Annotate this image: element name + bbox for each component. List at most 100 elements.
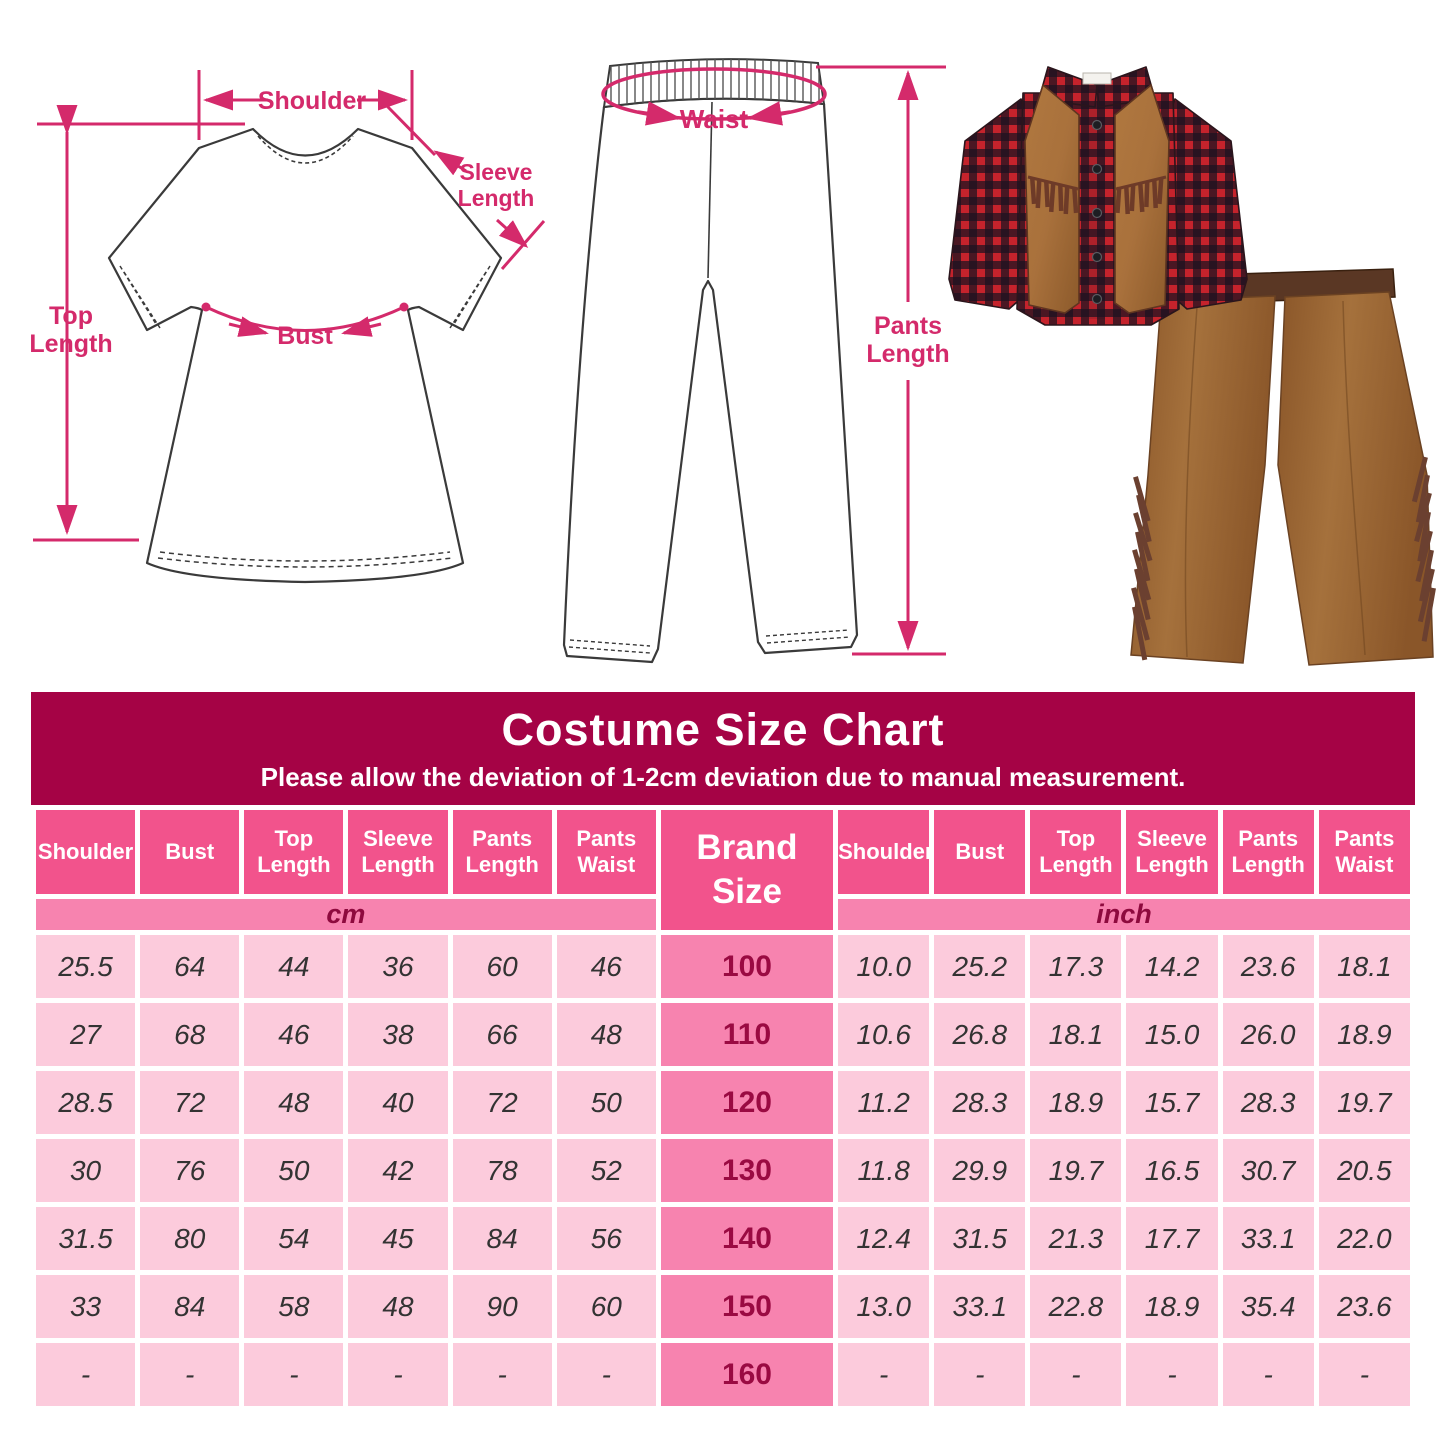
cm-value-cell: 31.5 [36, 1207, 136, 1270]
waist-arrow-left [637, 101, 682, 126]
inch-value-cell: 33.1 [934, 1275, 1026, 1338]
inch-value-cell: 30.7 [1222, 1139, 1314, 1202]
size-row: - - - - - -160- - - - - - [36, 1343, 1410, 1406]
cm-value-cell: 30 [36, 1139, 136, 1202]
cm-value-cell: 60 [452, 935, 552, 998]
bust-arc [205, 305, 405, 332]
size-row: 27 68 46 38 66 48 110 10.6 26.8 18.1 15.0 26.0 18.9 [36, 1003, 1410, 1066]
brand-size-cell: 160 [660, 1343, 834, 1406]
column-header-top-length-inch: Top Length [1030, 810, 1122, 894]
size-row: 30 76 50 42 78 52 130 11.8 29.9 19.7 16.5 30.7 20.5 [36, 1139, 1410, 1202]
inch-value-cell: 21.3 [1030, 1207, 1122, 1270]
inch-value-cell: 31.5 [934, 1207, 1026, 1270]
vest-fringe [1030, 177, 1164, 215]
inch-value-cell: - [1030, 1343, 1122, 1406]
cm-value-cell: 25.5 [36, 935, 136, 998]
cm-value-cell: 84 [452, 1207, 552, 1270]
cm-value-cell: - [140, 1343, 240, 1406]
column-header-pants-length-inch: Pants Length [1222, 810, 1314, 894]
cm-value-cell: 36 [348, 935, 448, 998]
inch-value-cell: 18.9 [1126, 1275, 1218, 1338]
cm-value-cell: - [244, 1343, 344, 1406]
inch-value-cell: 26.0 [1222, 1003, 1314, 1066]
column-header-bust-inch: Bust [934, 810, 1026, 894]
inch-value-cell: 25.2 [934, 935, 1026, 998]
cm-value-cell: 28.5 [36, 1071, 136, 1134]
cm-value-cell: 56 [556, 1207, 656, 1270]
brand-tag [1082, 72, 1112, 85]
brand-size-cell: 130 [660, 1139, 834, 1202]
cm-value-cell: 48 [244, 1071, 344, 1134]
inch-value-cell: 23.6 [1222, 935, 1314, 998]
cm-value-cell: 46 [244, 1003, 344, 1066]
size-row: 33 84 58 48 90 60 150 13.0 33.1 22.8 18.9 35.4 23.6 [36, 1275, 1410, 1338]
size-row: 25.5 64 44 36 60 46 100 10.0 25.2 17.3 14.2 23.6 18.… [36, 935, 1410, 998]
column-header-sleeve-length-inch: Sleeve Length [1126, 810, 1218, 894]
hem-stitching [157, 551, 453, 568]
shirt-measurement-diagram: Shoulder Top Length Bust Sleeve Length [29, 70, 546, 584]
sleeve-length-label-line2: Length [458, 185, 535, 211]
unit-row: cm inch [36, 899, 1410, 930]
inch-value-cell: 12.4 [838, 1207, 930, 1270]
inch-value-cell: 18.1 [1030, 1003, 1122, 1066]
chaps-fringe-right [1411, 456, 1436, 642]
size-row: 28.5 72 48 40 72 50 120 11.2 28.3 18.9 15.7 28.3 19.… [36, 1071, 1410, 1134]
chaps-fringe-left [1131, 476, 1153, 661]
column-header-pants-waist-inch: Pants Waist [1318, 810, 1410, 894]
top-length-label-line2: Length [29, 330, 112, 358]
inch-value-cell: 11.8 [838, 1139, 930, 1202]
center-crease [707, 101, 713, 279]
inch-value-cell: - [1318, 1343, 1410, 1406]
column-header-sleeve-length-cm: Sleeve Length [348, 810, 448, 894]
pants-length-label-line1: Pants [874, 312, 942, 340]
inch-value-cell: 20.5 [1318, 1139, 1410, 1202]
inch-value-cell: - [934, 1343, 1026, 1406]
cm-value-cell: 46 [556, 935, 656, 998]
inch-value-cell: 10.6 [838, 1003, 930, 1066]
bust-dot-left [201, 302, 211, 312]
inch-value-cell: 19.7 [1318, 1071, 1410, 1134]
left-sleeve-stitching [119, 265, 161, 329]
sleeve-tick-upper [385, 104, 437, 157]
cm-value-cell: 54 [244, 1207, 344, 1270]
cm-value-cell: 66 [452, 1003, 552, 1066]
column-header-shoulder-cm: Shoulder [36, 810, 136, 894]
cm-value-cell: 78 [452, 1139, 552, 1202]
inch-value-cell: 14.2 [1126, 935, 1218, 998]
chaps-left-leg [1130, 295, 1276, 664]
inch-value-cell: 10.0 [838, 935, 930, 998]
shirt-outline [107, 127, 503, 584]
brand-size-cell: 140 [660, 1207, 834, 1270]
unit-label-inch: inch [838, 899, 1410, 930]
pants-length-label-line2: Length [866, 340, 949, 368]
inch-value-cell: 19.7 [1030, 1139, 1122, 1202]
inch-value-cell: 15.0 [1126, 1003, 1218, 1066]
size-chart-section: Costume Size Chart Please allow the devi… [31, 692, 1415, 1411]
brand-size-cell: 150 [660, 1275, 834, 1338]
cm-value-cell: 90 [452, 1275, 552, 1338]
waist-arrow-right [746, 101, 791, 126]
chaps-seams [1184, 300, 1366, 658]
cm-value-cell: 50 [244, 1139, 344, 1202]
size-table: Shoulder Bust Top Length Sleeve Length P… [31, 805, 1415, 1411]
cm-value-cell: 72 [140, 1071, 240, 1134]
inch-value-cell: 18.1 [1318, 935, 1410, 998]
inch-value-cell: 22.8 [1030, 1275, 1122, 1338]
shirt-buttons [1091, 119, 1103, 305]
sleeve-length-label-line1: Sleeve [460, 159, 533, 185]
cm-value-cell: 52 [556, 1139, 656, 1202]
cm-value-cell: 60 [556, 1275, 656, 1338]
cm-value-cell: - [556, 1343, 656, 1406]
brand-size-cell: 100 [660, 935, 834, 998]
column-header-shoulder-inch: Shoulder [838, 810, 930, 894]
inch-value-cell: 28.3 [934, 1071, 1026, 1134]
inch-value-cell: 16.5 [1126, 1139, 1218, 1202]
inch-value-cell: 13.0 [838, 1275, 930, 1338]
size-chart-subtitle: Please allow the deviation of 1-2cm devi… [260, 762, 1186, 792]
cm-value-cell: 64 [140, 935, 240, 998]
inch-value-cell: 29.9 [934, 1139, 1026, 1202]
cm-value-cell: 42 [348, 1139, 448, 1202]
size-chart-title: Costume Size Chart [501, 704, 945, 755]
column-header-pants-waist-cm: Pants Waist [556, 810, 656, 894]
